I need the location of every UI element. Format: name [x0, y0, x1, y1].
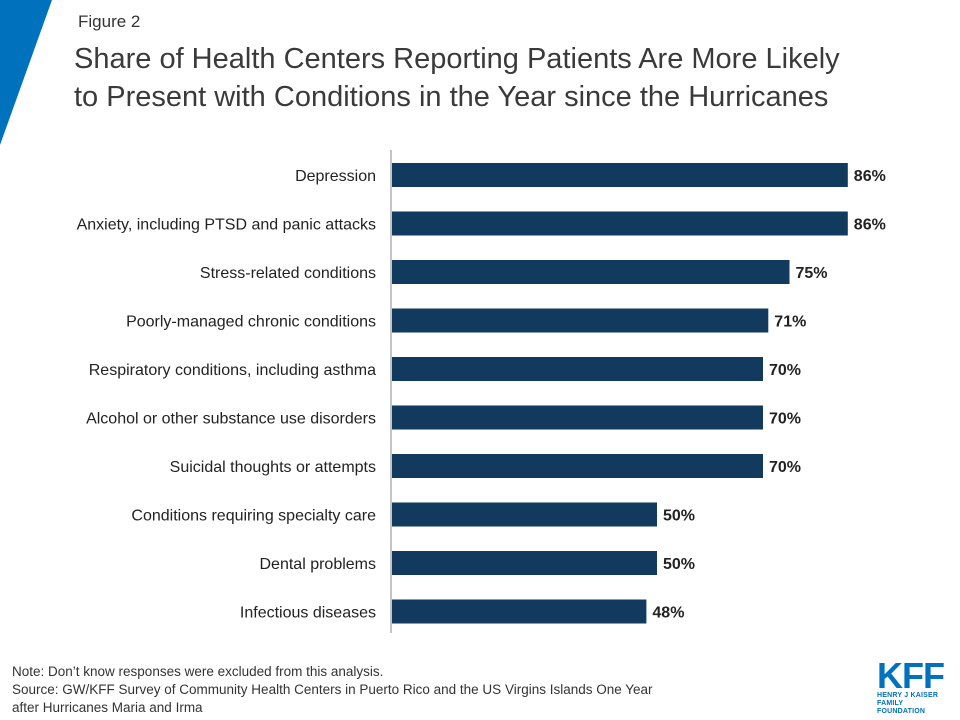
data-label: 75%	[796, 265, 828, 282]
bar	[392, 260, 790, 284]
chart-title-line-2: to Present with Conditions in the Year s…	[74, 81, 829, 113]
bar	[392, 357, 763, 381]
category-label: Suicidal thoughts or attempts	[170, 459, 376, 476]
footnotes: Note: Don’t know responses were excluded…	[12, 663, 752, 717]
figure-label: Figure 2	[78, 12, 141, 31]
category-label: Alcohol or other substance use disorders	[86, 411, 376, 428]
category-label: Infectious diseases	[240, 605, 376, 622]
note-text: Note: Don’t know responses were excluded…	[12, 664, 384, 679]
chart-title-line-1: Share of Health Centers Reporting Patien…	[74, 43, 840, 75]
data-label: 70%	[769, 411, 801, 428]
data-label: 50%	[663, 508, 695, 525]
kff-logo-mark: KFF	[877, 655, 945, 696]
bar	[392, 551, 657, 575]
bar	[392, 599, 647, 624]
corner-accent	[0, 0, 52, 145]
category-label: Dental problems	[260, 556, 377, 573]
data-label: 86%	[854, 168, 886, 185]
bar	[392, 211, 848, 236]
data-label: 70%	[769, 362, 801, 379]
bar	[392, 308, 769, 333]
bar	[392, 502, 657, 527]
category-label: Anxiety, including PTSD and panic attack…	[77, 217, 376, 234]
data-label: 48%	[652, 605, 684, 622]
bar	[392, 454, 763, 478]
data-label: 50%	[663, 556, 695, 573]
source-text-line-2: after Hurricanes Maria and Irma	[12, 700, 203, 715]
bar	[392, 405, 763, 430]
category-label: Depression	[295, 168, 376, 185]
category-label: Respiratory conditions, including asthma	[89, 362, 376, 379]
bar	[392, 163, 848, 187]
kff-logo-line-1: HENRY J KAISER	[877, 692, 939, 699]
data-label: 71%	[774, 314, 806, 331]
category-label: Poorly-managed chronic conditions	[126, 314, 376, 331]
category-label: Conditions requiring specialty care	[131, 508, 376, 525]
source-text-line-1: Source: GW/KFF Survey of Community Healt…	[12, 682, 653, 697]
category-label: Stress-related conditions	[200, 265, 376, 282]
data-label: 70%	[769, 459, 801, 476]
chart-title: Share of Health Centers Reporting Patien…	[74, 40, 944, 116]
data-label: 86%	[854, 217, 886, 234]
kff-logo: KFF HENRY J KAISER FAMILY FOUNDATION	[877, 655, 949, 716]
kff-logo-line-2: FAMILY FOUNDATION	[877, 700, 926, 715]
